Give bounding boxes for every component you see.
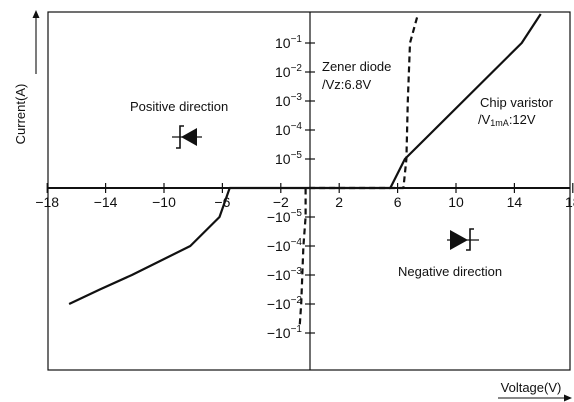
y-tick-label: −10−1: [267, 324, 303, 341]
y-tick-label: 10−3: [275, 92, 302, 109]
varistor-label-prefix: /V: [478, 112, 491, 127]
x-axis-title: Voltage(V): [501, 380, 562, 395]
diode-negative-icon: [447, 228, 479, 251]
zener-curve: [298, 13, 420, 325]
y-axis-title-group: Current(A): [13, 10, 40, 144]
zener-label-voltage: /Vz:6.8V: [322, 77, 371, 92]
y-tick-label: 10−5: [275, 150, 302, 167]
y-tick-label: −10−4: [267, 237, 303, 254]
series-layer: [68, 13, 542, 325]
x-axis-title-arrowhead: [564, 394, 572, 402]
plot-frame: [47, 11, 571, 371]
y-axis-title-arrowhead: [32, 10, 40, 18]
varistor-label-subscript: 1mA: [490, 118, 509, 128]
y-tick-label: −10−2: [267, 295, 303, 312]
ticks-layer: −18−14−10−6−22610141810−510−410−310−210−…: [35, 34, 574, 341]
x-tick-label: 18: [565, 194, 574, 210]
diode-positive-icon: [172, 125, 202, 149]
y-tick-label: 10−2: [275, 63, 302, 80]
varistor-label-name: Chip varistor: [480, 95, 554, 110]
varistor-label-voltage: /V1mA:12V: [478, 112, 536, 128]
x-tick-label: −2: [273, 194, 289, 210]
varistor-curve: [68, 13, 542, 305]
y-axis-title: Current(A): [13, 84, 28, 145]
y-tick-label: −10−3: [267, 266, 303, 283]
y-tick-label: 10−4: [275, 121, 302, 138]
varistor-label-suffix: :12V: [509, 112, 536, 127]
y-tick-label: 10−1: [275, 34, 302, 51]
negative-direction-label: Negative direction: [398, 264, 502, 279]
x-axis-title-group: Voltage(V): [498, 380, 572, 402]
positive-direction-label: Positive direction: [130, 99, 228, 114]
x-tick-label: 10: [448, 194, 464, 210]
x-tick-label: 14: [507, 194, 523, 210]
y-tick-label: −10−5: [267, 208, 303, 225]
x-tick-label: 6: [394, 194, 402, 210]
x-tick-label: −14: [94, 194, 118, 210]
x-tick-label: −18: [35, 194, 59, 210]
zener-label-name: Zener diode: [322, 59, 391, 74]
x-tick-label: −10: [152, 194, 176, 210]
x-tick-label: 2: [335, 194, 343, 210]
